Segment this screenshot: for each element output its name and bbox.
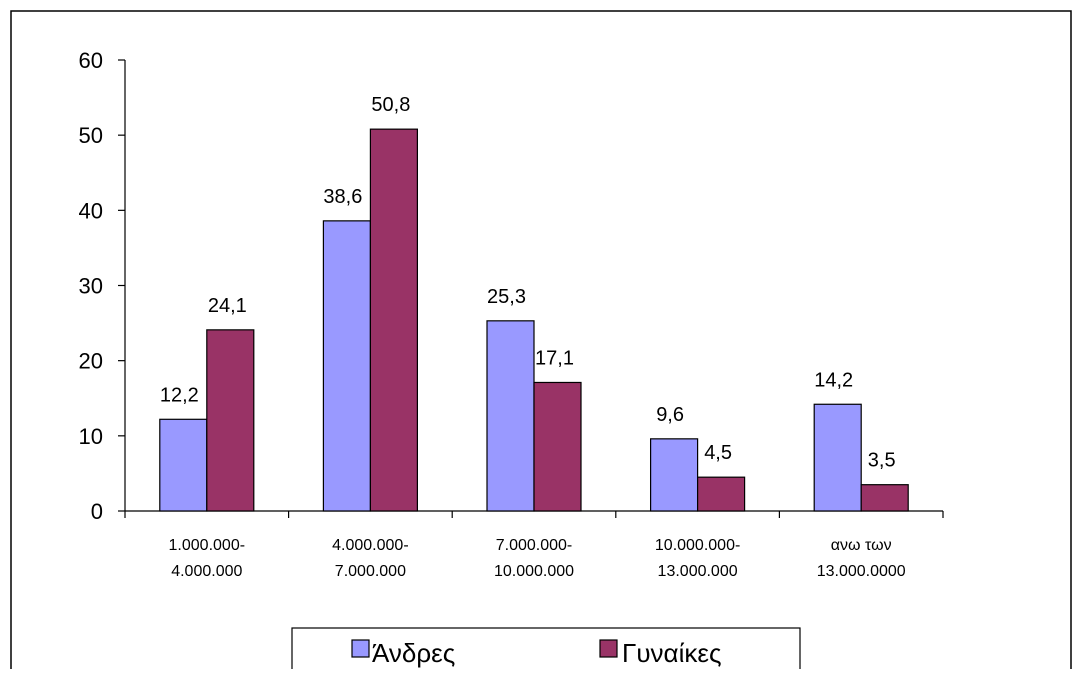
legend-swatch-andres: [351, 639, 370, 658]
bar-gynaikes: [533, 381, 582, 512]
data-label-gynaikes: 17,1: [535, 347, 574, 369]
data-label-gynaikes: 4,5: [704, 442, 732, 464]
bar-gynaikes: [206, 329, 255, 512]
bar-andres: [813, 403, 862, 512]
bar-gynaikes: [860, 484, 909, 512]
y-tick-label: 50: [79, 123, 103, 148]
data-label-gynaikes: 24,1: [208, 295, 247, 317]
bar-gynaikes: [369, 128, 418, 512]
data-label-andres: 14,2: [814, 369, 853, 391]
data-label-gynaikes: 3,5: [868, 450, 896, 472]
data-labels: 12,2 24,1 38,6 50,8 25,3 17,1 9,6 4,5 14,2 3,5: [160, 94, 896, 472]
bar-andres: [322, 220, 371, 512]
y-axis: 0 10 20 30 40 50 60: [79, 48, 126, 524]
y-tick-label: 40: [79, 198, 103, 223]
category-labels: 1.000.000-4.000.000 4.000.000-7.000.000 7.…: [169, 537, 906, 580]
legend-label-gynaikes: Γυναίκες: [622, 638, 721, 668]
legend-swatch-gynaikes: [599, 639, 618, 658]
data-label-andres: 9,6: [656, 404, 684, 426]
legend: Άνδρες Γυναίκες: [291, 627, 801, 674]
legend-box: [291, 627, 801, 674]
y-tick-label: 30: [79, 274, 103, 299]
y-tick-label: 60: [79, 48, 103, 73]
x-category-label: 1.000.000-4.000.000: [169, 537, 246, 580]
bars: [159, 128, 909, 512]
x-category-label: 10.000.000-13.000.000: [655, 537, 740, 580]
bar-andres: [649, 438, 699, 512]
bar-gynaikes: [696, 476, 746, 512]
x-category-label: 4.000.000-7.000.000: [332, 537, 409, 580]
bar-andres: [486, 320, 535, 512]
y-tick-label: 0: [91, 499, 103, 524]
chart-border: [10, 10, 1072, 674]
data-label-gynaikes: 50,8: [371, 94, 410, 116]
bar-andres: [159, 418, 208, 512]
y-tick-label: 10: [79, 424, 103, 449]
x-category-label: ανω των 13.000.0000: [817, 537, 906, 580]
legend-label-andres: Άνδρες: [372, 638, 455, 668]
data-label-andres: 38,6: [323, 186, 362, 208]
y-tick-label: 20: [79, 349, 103, 374]
data-label-andres: 25,3: [487, 286, 526, 308]
x-category-label: 7.000.000-10.000.000: [494, 537, 574, 580]
data-label-andres: 12,2: [160, 384, 199, 406]
